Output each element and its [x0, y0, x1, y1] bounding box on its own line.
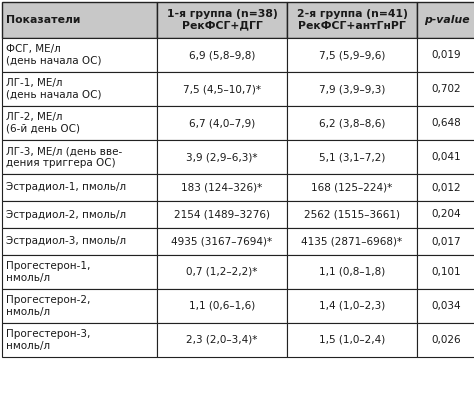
Text: 0,041: 0,041 — [432, 152, 461, 162]
Bar — [287, 38, 417, 72]
Bar — [157, 174, 287, 201]
Text: 7,5 (4,5–10,7)*: 7,5 (4,5–10,7)* — [183, 84, 261, 94]
Bar — [2, 140, 157, 174]
Text: 4135 (2871–6968)*: 4135 (2871–6968)* — [301, 236, 402, 246]
Bar — [157, 289, 287, 323]
Bar — [157, 140, 287, 174]
Bar — [287, 201, 417, 228]
Text: 2562 (1515–3661): 2562 (1515–3661) — [304, 210, 400, 219]
Text: 7,5 (5,9–9,6): 7,5 (5,9–9,6) — [319, 50, 385, 60]
Text: 0,034: 0,034 — [432, 301, 461, 311]
Text: 0,7 (1,2–2,2)*: 0,7 (1,2–2,2)* — [186, 267, 258, 277]
Text: 6,2 (3,8–8,6): 6,2 (3,8–8,6) — [319, 118, 385, 128]
Bar — [417, 289, 474, 323]
Bar — [157, 72, 287, 106]
Bar — [287, 106, 417, 140]
Bar — [2, 228, 157, 255]
Text: 0,026: 0,026 — [432, 335, 461, 345]
Text: Прогестерон-2,
нмоль/л: Прогестерон-2, нмоль/л — [6, 295, 91, 317]
Bar — [157, 228, 287, 255]
Bar — [417, 323, 474, 357]
Text: Показатели: Показатели — [6, 15, 81, 25]
Bar — [287, 2, 417, 38]
Text: 0,204: 0,204 — [432, 210, 461, 219]
Text: 168 (125–224)*: 168 (125–224)* — [311, 183, 392, 192]
Bar — [2, 72, 157, 106]
Bar — [2, 38, 157, 72]
Bar — [2, 323, 157, 357]
Bar — [157, 2, 287, 38]
Bar — [417, 228, 474, 255]
Text: ЛГ-1, МЕ/л
(день начала ОС): ЛГ-1, МЕ/л (день начала ОС) — [6, 78, 101, 100]
Bar — [2, 106, 157, 140]
Text: ФСГ, МЕ/л
(день начала ОС): ФСГ, МЕ/л (день начала ОС) — [6, 44, 101, 66]
Bar — [417, 106, 474, 140]
Text: 0,648: 0,648 — [432, 118, 461, 128]
Text: 5,1 (3,1–7,2): 5,1 (3,1–7,2) — [319, 152, 385, 162]
Bar — [417, 255, 474, 289]
Text: 0,012: 0,012 — [432, 183, 461, 192]
Text: Эстрадиол-3, пмоль/л: Эстрадиол-3, пмоль/л — [6, 236, 126, 246]
Bar — [417, 140, 474, 174]
Text: 6,7 (4,0–7,9): 6,7 (4,0–7,9) — [189, 118, 255, 128]
Bar — [417, 38, 474, 72]
Text: ЛГ-2, МЕ/л
(6-й день ОС): ЛГ-2, МЕ/л (6-й день ОС) — [6, 112, 80, 134]
Bar — [2, 174, 157, 201]
Bar — [417, 2, 474, 38]
Bar — [287, 289, 417, 323]
Text: 0,019: 0,019 — [432, 50, 461, 60]
Bar — [287, 72, 417, 106]
Text: Эстрадиол-2, пмоль/л: Эстрадиол-2, пмоль/л — [6, 210, 126, 219]
Bar — [2, 201, 157, 228]
Text: Прогестерон-1,
нмоль/л: Прогестерон-1, нмоль/л — [6, 261, 91, 283]
Text: ЛГ-3, МЕ/л (день вве-
дения триггера ОС): ЛГ-3, МЕ/л (день вве- дения триггера ОС) — [6, 146, 122, 168]
Text: Эстрадиол-1, пмоль/л: Эстрадиол-1, пмоль/л — [6, 183, 126, 192]
Bar — [287, 228, 417, 255]
Text: 0,101: 0,101 — [432, 267, 461, 277]
Text: 2154 (1489–3276): 2154 (1489–3276) — [174, 210, 270, 219]
Bar — [157, 38, 287, 72]
Bar — [157, 255, 287, 289]
Bar — [417, 174, 474, 201]
Text: 1,5 (1,0–2,4): 1,5 (1,0–2,4) — [319, 335, 385, 345]
Text: 183 (124–326)*: 183 (124–326)* — [182, 183, 263, 192]
Bar — [287, 323, 417, 357]
Text: 3,9 (2,9–6,3)*: 3,9 (2,9–6,3)* — [186, 152, 258, 162]
Bar — [417, 201, 474, 228]
Bar — [2, 2, 157, 38]
Bar — [2, 289, 157, 323]
Bar — [157, 201, 287, 228]
Bar — [2, 255, 157, 289]
Text: 1,1 (0,6–1,6): 1,1 (0,6–1,6) — [189, 301, 255, 311]
Text: 0,702: 0,702 — [432, 84, 461, 94]
Text: 1-я группа (n=38)
РекФСГ+ДГГ: 1-я группа (n=38) РекФСГ+ДГГ — [167, 9, 277, 31]
Text: 1,1 (0,8–1,8): 1,1 (0,8–1,8) — [319, 267, 385, 277]
Bar — [287, 174, 417, 201]
Text: 2,3 (2,0–3,4)*: 2,3 (2,0–3,4)* — [186, 335, 258, 345]
Text: 0,017: 0,017 — [432, 236, 461, 246]
Bar — [287, 255, 417, 289]
Text: 4935 (3167–7694)*: 4935 (3167–7694)* — [172, 236, 273, 246]
Text: 1,4 (1,0–2,3): 1,4 (1,0–2,3) — [319, 301, 385, 311]
Text: 7,9 (3,9–9,3): 7,9 (3,9–9,3) — [319, 84, 385, 94]
Bar — [157, 323, 287, 357]
Bar — [417, 72, 474, 106]
Text: 2-я группа (n=41)
РекФСГ+антГнРГ: 2-я группа (n=41) РекФСГ+антГнРГ — [297, 9, 408, 31]
Text: p-value: p-value — [424, 15, 469, 25]
Bar — [287, 140, 417, 174]
Text: 6,9 (5,8–9,8): 6,9 (5,8–9,8) — [189, 50, 255, 60]
Bar — [157, 106, 287, 140]
Text: Прогестерон-3,
нмоль/л: Прогестерон-3, нмоль/л — [6, 329, 91, 351]
